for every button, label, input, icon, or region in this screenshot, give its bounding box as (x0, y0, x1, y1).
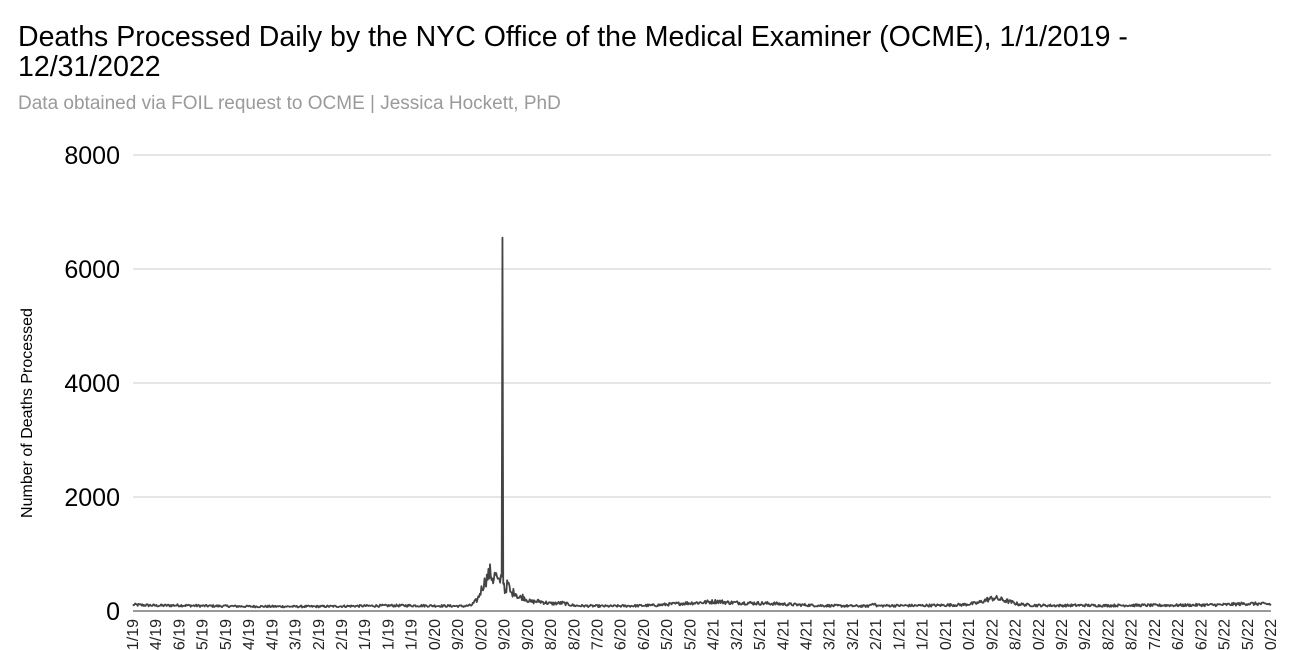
x-tick-label: 11/15/22 (1217, 619, 1234, 650)
x-tick-label: 1/1/19 (125, 619, 142, 650)
grid-lines (133, 154, 1271, 498)
x-tick-label: 2/4/19 (148, 619, 165, 650)
series-line (132, 236, 1272, 609)
x-tick-label: 12/30/22 (1263, 619, 1280, 650)
series-group (132, 236, 1272, 609)
x-tick-label: 3/30/20 (473, 619, 490, 650)
y-tick-labels: 0 2000 4000 6000 8000 (64, 142, 120, 626)
x-tick-label: 9/21/21 (891, 619, 908, 650)
x-tick-label: 6/4/19 (241, 619, 258, 650)
x-tick-label: 6/23/21 (822, 619, 839, 650)
x-tick-label: 10/21/21 (915, 619, 932, 650)
x-tick-label: 6/18/22 (1100, 619, 1117, 650)
x-tick-label: 11/20/21 (938, 619, 955, 650)
x-tick-label: 12/31/19 (404, 619, 421, 650)
x-tick-label: 3/20/22 (1031, 619, 1048, 650)
x-tick-label: 3/25/21 (752, 619, 769, 650)
x-tick-label: 2/23/21 (729, 619, 746, 650)
x-tick-label: 1/30/20 (427, 619, 444, 650)
x-tick-label: 9/26/20 (613, 619, 630, 650)
x-tick-label: 4/29/20 (497, 619, 514, 650)
x-tick-label: 3/6/19 (171, 619, 188, 650)
y-tick-label: 2000 (64, 484, 120, 512)
x-tick-labels: 1/1/19 2/4/19 3/6/19 4/5/19 5/5/19 6/4/19 7/4/… (125, 619, 1280, 650)
x-tick-label: 8/17/22 (1147, 619, 1164, 650)
x-tick-label: 5/5/19 (218, 619, 235, 650)
x-tick-label: 9/16/22 (1170, 619, 1187, 650)
x-tick-label: 11/1/19 (357, 619, 374, 650)
x-tick-label: 1/24/21 (706, 619, 723, 650)
x-tick-label: 11/25/20 (659, 619, 676, 650)
x-tick-label: 8/22/21 (868, 619, 885, 650)
y-tick-label: 0 (106, 598, 120, 626)
x-tick-label: 4/5/19 (195, 619, 212, 650)
x-tick-label: 12/1/19 (380, 619, 397, 650)
x-tick-label: 10/16/22 (1193, 619, 1210, 650)
x-tick-label: 10/2/19 (334, 619, 351, 650)
y-axis-label: Number of Deaths Processed (19, 308, 36, 518)
x-tick-label: 12/25/20 (682, 619, 699, 650)
x-tick-label: 2/18/22 (1008, 619, 1025, 650)
x-tick-label: 4/24/21 (775, 619, 792, 650)
x-tick-label: 2/29/20 (450, 619, 467, 650)
x-tick-label: 7/28/20 (566, 619, 583, 650)
x-tick-label: 8/27/20 (589, 619, 606, 650)
chart-title: Deaths Processed Daily by the NYC Office… (18, 21, 1128, 83)
x-tick-label: 12/15/22 (1240, 619, 1257, 650)
x-tick-label: 5/24/21 (799, 619, 816, 650)
x-tick-label: 12/20/21 (961, 619, 978, 650)
x-tick-label: 5/19/22 (1077, 619, 1094, 650)
x-tick-label: 4/19/22 (1054, 619, 1071, 650)
x-tick-label: 9/2/19 (311, 619, 328, 650)
x-tick-label: 7/4/19 (264, 619, 281, 650)
chart-subtitle: Data obtained via FOIL request to OCME |… (18, 93, 561, 114)
x-tick-label: 10/26/20 (636, 619, 653, 650)
y-tick-label: 8000 (64, 142, 120, 170)
x-tick-label: 8/3/19 (288, 619, 305, 650)
x-tick-label: 5/29/20 (520, 619, 537, 650)
x-tick-label: 7/18/22 (1124, 619, 1141, 650)
x-tick-label: 1/19/22 (984, 619, 1001, 650)
x-tick-label: 7/23/21 (845, 619, 862, 650)
x-tick-label: 6/28/20 (543, 619, 560, 650)
y-tick-label: 4000 (64, 370, 120, 398)
y-tick-label: 6000 (64, 256, 120, 284)
